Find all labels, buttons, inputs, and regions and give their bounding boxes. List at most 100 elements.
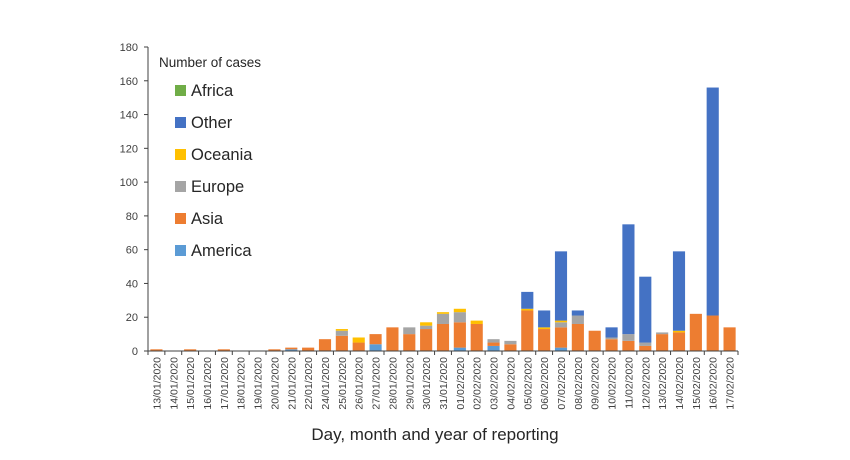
bar-segment-oceania	[335, 329, 348, 331]
bar-segment-europe	[656, 332, 669, 335]
x-tick-label: 18/01/2020	[236, 357, 248, 410]
x-tick-label: 06/02/2020	[539, 357, 551, 410]
bar-segment-asia	[656, 334, 669, 351]
bar-segment-other	[622, 224, 635, 335]
x-tick-label: 08/02/2020	[573, 357, 585, 410]
x-tick-label: 26/01/2020	[354, 357, 366, 410]
x-tick-label: 29/01/2020	[404, 357, 416, 410]
x-tick-label: 03/02/2020	[489, 357, 501, 410]
bar-segment-asia	[318, 339, 332, 351]
bar-segment-asia	[504, 344, 517, 351]
bar-segment-america	[453, 347, 466, 351]
bar-segment-other	[521, 291, 534, 309]
bar-segment-europe	[622, 334, 635, 341]
bar-segment-oceania	[538, 327, 551, 330]
x-tick-label: 28/01/2020	[387, 357, 399, 410]
bar-segment-asia	[436, 323, 450, 351]
bar-segment-oceania	[453, 308, 466, 313]
bar-segment-asia	[521, 310, 534, 351]
y-tick-label: 120	[120, 143, 138, 155]
bar-segment-asia	[268, 349, 281, 351]
x-tick-label: 05/02/2020	[522, 357, 534, 410]
y-tick-label: 100	[120, 177, 138, 189]
bar-segment-europe	[504, 340, 517, 345]
legend-label-europe: Europe	[191, 178, 244, 196]
x-tick-label: 20/01/2020	[269, 357, 281, 410]
x-tick-label: 30/01/2020	[421, 357, 433, 410]
legend-label-africa: Africa	[191, 82, 234, 100]
y-tick-label: 60	[126, 245, 138, 257]
legend-title: Number of cases	[159, 55, 261, 70]
y-axis-ticks: 0 20 40 60 80 100 120 140 160 180	[120, 42, 148, 358]
x-tick-label: 13/01/2020	[151, 357, 163, 410]
y-tick-label: 20	[126, 312, 138, 324]
y-tick-label: 0	[132, 346, 138, 358]
bar-segment-asia	[335, 335, 348, 351]
x-tick-label: 09/02/2020	[590, 357, 602, 410]
bar-segment-europe	[403, 327, 416, 335]
bar-segment-asia	[386, 327, 399, 351]
bar-segment-asia	[453, 322, 466, 348]
bar-segment-asia	[369, 334, 382, 345]
x-tick-label: 21/01/2020	[286, 357, 298, 410]
bar-segment-asia	[605, 339, 618, 351]
y-tick-label: 80	[126, 211, 138, 223]
bar-segment-oceania	[672, 330, 686, 333]
bar-segment-oceania	[554, 320, 568, 323]
y-tick-label: 180	[120, 42, 138, 54]
bar-segment-america	[285, 349, 298, 351]
x-tick-label: 31/01/2020	[438, 357, 450, 410]
bar-segment-asia	[487, 342, 500, 346]
bar-segment-asia	[689, 313, 702, 351]
bar-segment-europe	[571, 315, 584, 324]
x-tick-label: 17/01/2020	[219, 357, 231, 410]
x-tick-label: 25/01/2020	[337, 357, 349, 410]
x-tick-label: 01/02/2020	[455, 357, 467, 410]
legend-swatch-europe	[175, 181, 186, 192]
x-tick-label: 19/01/2020	[253, 357, 265, 410]
x-tick-label: 15/01/2020	[185, 357, 197, 410]
bar-segment-europe	[554, 322, 568, 328]
x-tick-label: 16/02/2020	[708, 357, 720, 410]
x-tick-label: 10/02/2020	[607, 357, 619, 410]
bar-segment-other	[538, 310, 551, 328]
x-axis-title: Day, month and year of reporting	[311, 425, 558, 444]
bar-segment-asia	[554, 327, 568, 348]
bar-segment-america	[369, 344, 382, 351]
bar-segment-asia	[622, 340, 635, 351]
x-tick-label: 27/01/2020	[371, 357, 383, 410]
x-tick-label: 24/01/2020	[320, 357, 332, 410]
x-tick-label: 04/02/2020	[505, 357, 517, 410]
bar-segment-asia	[672, 332, 686, 351]
bar-segment-asia	[352, 342, 365, 351]
legend-label-asia: Asia	[191, 210, 224, 228]
legend-label-america: America	[191, 242, 252, 260]
x-tick-label: 02/02/2020	[472, 357, 484, 410]
bar-segment-asia	[639, 345, 652, 351]
x-tick-label: 14/02/2020	[674, 357, 686, 410]
x-tick-label: 07/02/2020	[556, 357, 568, 410]
bar-segment-asia	[150, 349, 163, 351]
bar-segment-asia	[302, 347, 315, 351]
bar-segment-europe	[335, 330, 348, 336]
bar-segment-oceania	[420, 322, 433, 326]
legend-label-oceania: Oceania	[191, 146, 253, 164]
x-tick-label: 17/02/2020	[725, 357, 737, 410]
y-tick-label: 140	[120, 110, 138, 122]
x-axis-ticks: 13/01/2020 14/01/2020 15/01/2020 16/01/2020…	[147, 351, 739, 410]
bar-segment-asia	[571, 323, 584, 351]
legend-label-other: Other	[191, 114, 233, 132]
bar-segment-europe	[605, 337, 618, 340]
legend-swatch-america	[175, 245, 186, 256]
legend-swatch-oceania	[175, 149, 186, 160]
y-tick-label: 40	[126, 278, 138, 290]
x-tick-label: 22/01/2020	[303, 357, 315, 410]
bar-segment-asia	[470, 323, 483, 351]
legend: Number of cases Africa Other Oceania Europe…	[159, 55, 261, 260]
legend-swatch-africa	[175, 85, 186, 96]
x-tick-label: 14/01/2020	[168, 357, 180, 410]
x-tick-label: 15/02/2020	[691, 357, 703, 410]
bar-segment-asia	[723, 327, 736, 351]
bars-layer	[150, 87, 736, 351]
